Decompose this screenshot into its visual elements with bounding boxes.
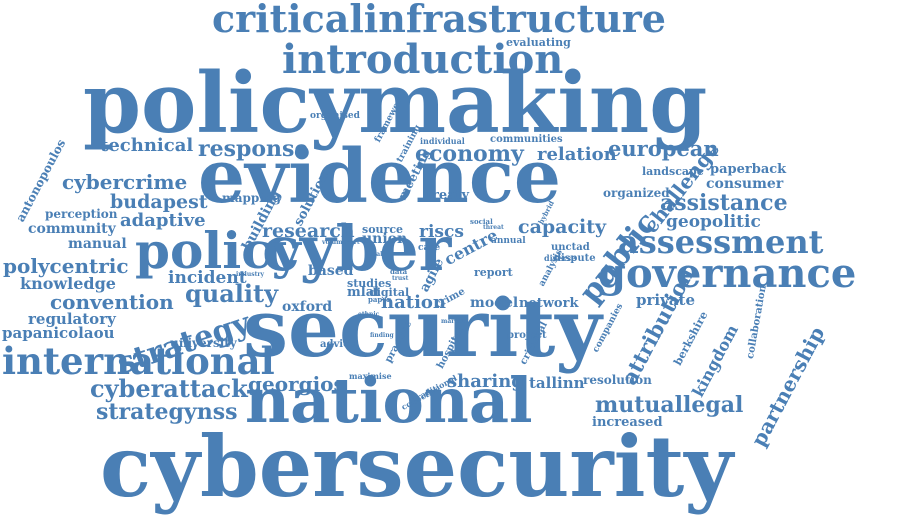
word-relation: relation [537, 144, 617, 165]
word-cybersecurity: cybersecurity [100, 417, 734, 516]
word-security: security [243, 281, 602, 375]
word-cyberattack: cyberattack [90, 374, 248, 403]
word-policy: policy [135, 221, 301, 280]
word-sharing: sharing [447, 371, 524, 392]
word-dispute: dispute [554, 253, 596, 264]
word-digital: digital [369, 286, 410, 299]
word-case: case [418, 243, 441, 253]
word-evidence: evidence [198, 134, 561, 220]
word-organized: organized [603, 186, 670, 200]
word-organised: organised [310, 111, 360, 121]
word-community: community [28, 221, 116, 237]
word-legal: legal [366, 251, 383, 258]
word-polycentric: polycentric [3, 254, 129, 278]
word-ethnic: ethnic [358, 311, 380, 318]
word-perception: perception [45, 207, 118, 221]
word-response: response [198, 136, 309, 162]
word-european: european [608, 136, 719, 161]
word-union: union [362, 231, 408, 247]
word-based: based [308, 263, 354, 279]
word-geopolitic: geopolitic [666, 212, 761, 232]
word-treaty: treaty [426, 188, 470, 203]
word-studies: studies [347, 277, 392, 290]
word-berkshire: berkshire [671, 309, 711, 368]
word-landscape: landscape [642, 165, 704, 178]
word-governance: governance [598, 250, 857, 297]
word-quality: quality [185, 279, 279, 308]
word-university: university [170, 336, 237, 350]
word-budapest: budapest [110, 191, 208, 213]
word-mutuallegal: mutuallegal [595, 392, 744, 418]
word-finding: finding [370, 332, 394, 339]
word-diverse: diverse [544, 253, 577, 263]
word-model: model [470, 295, 519, 311]
word-mlat: mlat [347, 285, 381, 300]
word-policymaking: policymaking [83, 54, 708, 152]
word-cyber: cyber [262, 212, 452, 285]
word-manual: manual [68, 236, 127, 252]
word-riscs: riscs [419, 222, 464, 242]
word-network: network [519, 296, 579, 311]
word-assessment: assessment [618, 223, 824, 261]
word-communities: communities [490, 134, 563, 145]
word-economy: economy [415, 141, 524, 167]
word-national: national [245, 364, 533, 437]
word-market: market [441, 318, 466, 325]
word-resolution: resolution [583, 373, 652, 387]
word-advice: advice [320, 339, 356, 350]
word-nation: nation [381, 292, 446, 313]
word-private: private [636, 291, 695, 309]
word-international: international [2, 339, 275, 383]
word-maximise: maximise [349, 371, 392, 381]
word-tallinn: tallinn [529, 374, 585, 392]
word-criticalinfrastructure: criticalinfrastructure [212, 0, 666, 41]
word-source: source [362, 223, 404, 236]
word-paper: paper [368, 295, 391, 304]
word-mapping: mapping [222, 191, 281, 205]
word-paperback: paperback [710, 162, 787, 177]
word-partnership: partnership [746, 322, 830, 451]
word-evaluating: evaluating [506, 36, 571, 49]
word-assistance: assistance [660, 190, 788, 216]
word-individual: individual [420, 136, 465, 146]
word-annual: annual [491, 236, 526, 246]
word-threat: threat [483, 224, 504, 231]
word-volume: volume [322, 239, 347, 246]
word-incident: incident [168, 268, 247, 288]
word-papanicolaou: papanicolaou [2, 324, 115, 342]
word-report: report [474, 266, 513, 279]
word-georgios: georgios [248, 372, 345, 396]
word-short: short [342, 239, 360, 246]
word-research: research [262, 220, 355, 242]
word-knowledge: knowledge [20, 274, 116, 293]
word-data: data [390, 267, 408, 276]
word-technical: technical [100, 135, 194, 156]
word-oxford: oxford [282, 299, 333, 315]
word-trust: trust [392, 275, 409, 282]
word-social: social [470, 217, 493, 226]
word-project: project [507, 330, 547, 341]
word-increased: increased [592, 415, 663, 430]
word-convention: convention [50, 290, 174, 314]
word-strategynss: strategynss [96, 399, 238, 425]
word-introduction: introduction [282, 36, 564, 83]
word-regulatory: regulatory [28, 310, 116, 328]
word-unctad: unctad [551, 242, 590, 253]
word-capacity: capacity [518, 216, 607, 238]
word-adaptive: adaptive [120, 210, 206, 231]
word-consumer: consumer [706, 176, 784, 192]
word-industry: industry [236, 271, 264, 278]
word-cybercrime: cybercrime [62, 170, 188, 194]
